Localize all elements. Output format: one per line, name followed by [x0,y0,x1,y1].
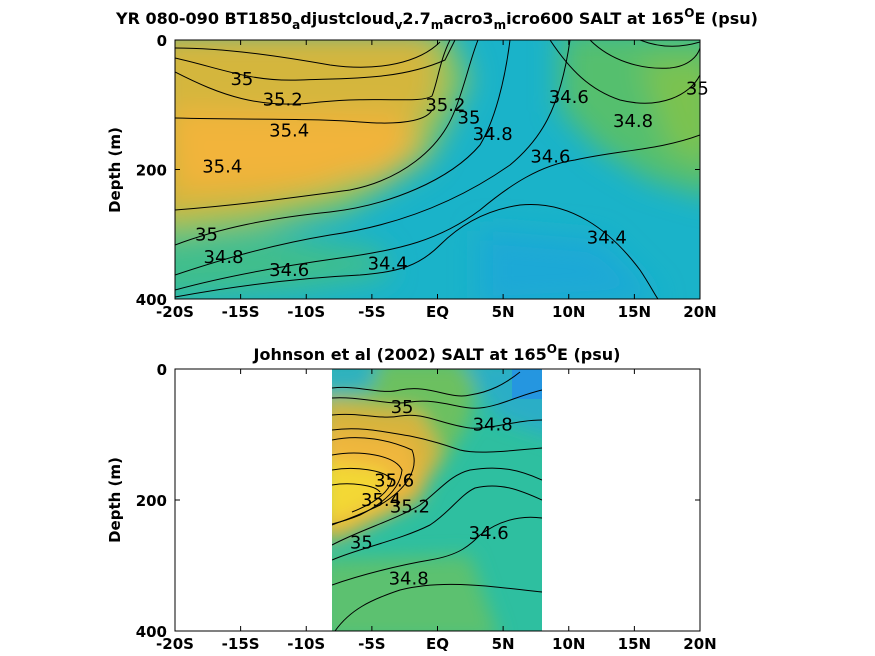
x-tick-label: 5N [492,303,515,321]
y-tick-label: 400 [136,623,167,641]
contour-label: 35.2 [263,90,303,111]
top-contour-labels: 3535.235.435.435.23534.834.634.634.83535… [195,69,709,281]
contour-label: 34.6 [269,260,309,281]
bottom-y-axis-label: Depth (m) [106,457,124,543]
x-tick-label: -15S [222,635,260,653]
contour-label: 35 [350,533,373,554]
x-tick-label: -10S [287,303,325,321]
contour-label: 34.8 [389,569,429,590]
x-tick-label: EQ [426,303,449,321]
x-tick-label: 20N [683,303,716,321]
contour-label: 34.6 [530,147,570,168]
contour-label: 35 [195,224,218,245]
y-tick-label: 0 [157,32,167,50]
bottom-x-tick-labels: -20S -15S -10S -5S EQ 5N 10N 15N 20N [156,635,717,653]
contour-label: 34.8 [204,247,244,268]
x-tick-label: -20S [156,635,194,653]
contour-label: 35.4 [202,156,242,177]
x-tick-label: 15N [618,303,651,321]
contour-label: 35.2 [425,95,465,116]
contour-label: 34.8 [613,111,653,132]
y-tick-label: 400 [136,291,167,309]
x-tick-label: 20N [683,635,716,653]
y-tick-label: 200 [136,492,167,510]
x-tick-label: 15N [618,635,651,653]
x-tick-label: -5S [358,303,385,321]
top-y-tick-labels: 0 200 400 [136,32,167,309]
bottom-y-tick-labels: 0 200 400 [136,361,167,641]
top-contour-lines [175,40,700,299]
x-tick-label: -15S [222,303,260,321]
contour-label: 34.6 [469,523,509,544]
bottom-salinity-field [332,369,542,631]
top-chart-title: YR 080-090 BT1850adjustcloudv2.7macro3mi… [115,6,758,32]
x-tick-label: 5N [492,635,515,653]
contour-label: 34.4 [368,253,408,274]
y-tick-label: 0 [157,361,167,379]
contour-label: 35.4 [269,121,309,142]
bottom-chart-title: Johnson et al (2002) SALT at 165OE (psu) [253,342,621,364]
bottom-axis-ticks [174,368,701,632]
x-tick-label: 10N [552,635,585,653]
x-tick-label: -10S [287,635,325,653]
x-tick-label: EQ [426,635,449,653]
bottom-contour-labels: 35 34.8 35.635.435.2 34.6 35 34.8 [350,397,513,590]
top-salinity-field [175,40,700,299]
top-y-axis-label: Depth (m) [106,127,124,213]
y-tick-label: 200 [136,162,167,180]
contour-label: 35.2 [390,497,430,518]
contour-label: 35 [391,397,414,418]
contour-label: 35.6 [374,470,414,491]
contour-label: 35 [686,79,709,100]
bottom-contour-lines [332,371,542,631]
contour-label: 34.4 [587,227,627,248]
contour-label: 34.8 [473,415,513,436]
contour-label: 35.4 [361,490,401,511]
x-tick-label: -5S [358,635,385,653]
contour-label: 34.6 [549,87,589,108]
contour-label: 35 [230,69,253,90]
x-tick-label: 10N [552,303,585,321]
x-tick-label: -20S [156,303,194,321]
top-x-tick-labels: -20S -15S -10S -5S EQ 5N 10N 15N 20N [156,303,717,321]
contour-label: 34.8 [473,124,513,145]
contour-label: 35 [458,108,481,129]
top-axis-ticks [174,39,701,300]
